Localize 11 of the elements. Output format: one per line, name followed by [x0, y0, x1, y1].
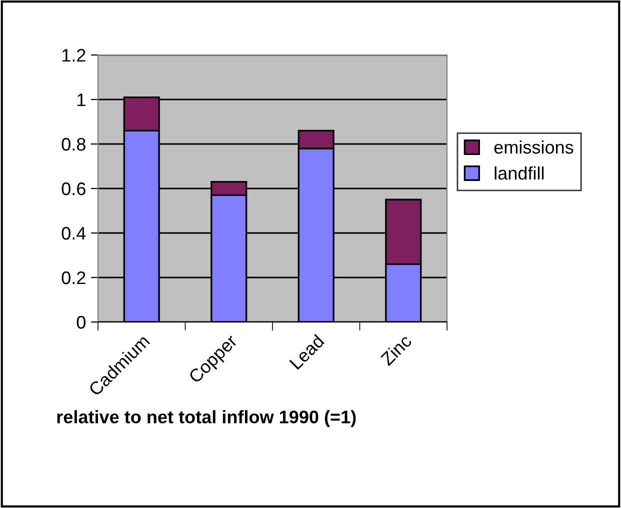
y-tick-label: 1	[78, 94, 86, 106]
y-tick-label: 0.2	[62, 271, 86, 284]
legend-label: emissions	[494, 140, 574, 154]
y-tick-label: 0	[76, 316, 86, 329]
y-tick-label: 0.6	[62, 182, 86, 196]
legend-label: landfill	[494, 166, 544, 180]
x-tick-label: Zinc	[380, 333, 412, 366]
y-tick-label: 0.8	[62, 138, 86, 151]
x-axis-title: relative to net total inflow 1990 (=1)	[57, 410, 356, 427]
y-tick-label: 1.2	[62, 48, 86, 62]
y-tick-label: 0.4	[62, 226, 86, 240]
